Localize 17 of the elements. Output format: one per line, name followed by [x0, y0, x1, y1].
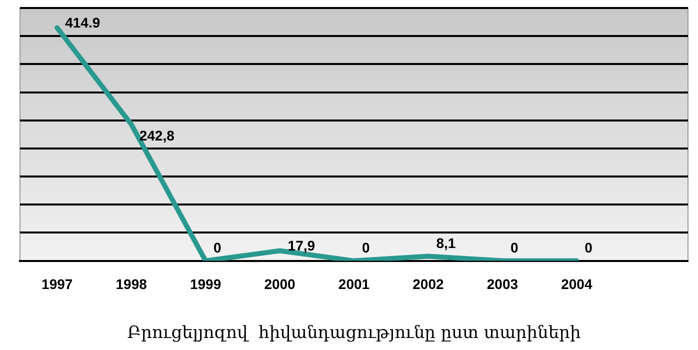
x-tick-label: 2001	[338, 276, 370, 292]
text: Բրուցելյոզով հիվանդացությունը ըստ տարիների	[127, 323, 581, 344]
data-label: 0	[362, 240, 370, 256]
x-tick-label: 2000	[264, 276, 296, 292]
data-label: 0	[510, 240, 518, 256]
x-tick-label: 2002	[412, 276, 444, 292]
x-tick-label: 1999	[190, 276, 222, 292]
x-tick-label: 1998	[116, 276, 148, 292]
data-label: 0	[584, 240, 593, 256]
data-label: 17,9	[288, 238, 316, 254]
data-label: 8,1	[436, 235, 456, 252]
data-label: 0	[214, 240, 222, 256]
data-label: 414.9	[65, 14, 100, 31]
x-tick-label: 1997	[42, 276, 73, 292]
x-tick-label: 2004	[561, 276, 592, 292]
x-tick-label: 2003	[486, 276, 518, 292]
data-label: 242,8	[139, 127, 175, 144]
